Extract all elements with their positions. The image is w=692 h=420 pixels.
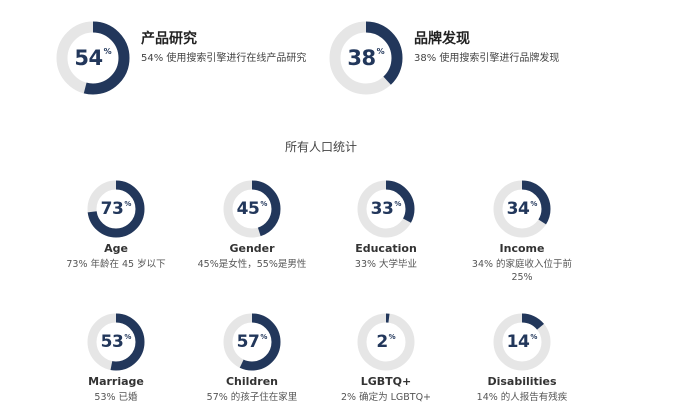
stat-description: 45%是女性，55%是男性: [197, 259, 307, 270]
percent-sign: %: [376, 47, 385, 56]
stat-value: 2: [376, 332, 388, 352]
stat-value: 34: [506, 199, 530, 219]
stat-description: 2% 确定为 LGBTQ+: [340, 392, 432, 403]
donut-arc: [493, 313, 551, 371]
stat-label: Disabilities: [487, 375, 557, 388]
stat-description: 73% 年龄在 45 岁以下: [66, 259, 166, 270]
donut-chart-svg: [223, 313, 281, 371]
donut-arc: [56, 21, 130, 95]
stat-value: 73: [100, 199, 124, 219]
stat-value: 53: [100, 332, 124, 352]
stat-description: 53% 已婚: [94, 392, 138, 403]
demographic-donut: 34%: [493, 180, 551, 238]
demographic-donut: 73%: [87, 180, 145, 238]
demographic-stat-age: 73% Age 73% 年龄在 45 岁以下: [56, 180, 176, 271]
stat-value: 57: [236, 332, 260, 352]
stat-title: 品牌发现: [414, 31, 470, 47]
stat-title: 产品研究: [141, 31, 197, 47]
stat-description: 14% 的人报告有残疾: [476, 392, 568, 403]
stat-description: 54% 使用搜索引擎进行在线产品研究: [141, 53, 307, 64]
demographic-donut: 57%: [223, 313, 281, 371]
stat-value: 45: [236, 199, 260, 219]
donut-arc: [87, 180, 145, 238]
stat-label: Gender: [229, 242, 275, 255]
percent-sign: %: [260, 200, 268, 208]
donut-arc: [223, 313, 281, 371]
donut-chart-svg: [357, 313, 415, 371]
donut-chart-svg: [87, 313, 145, 371]
stat-description: 38% 使用搜索引擎进行品牌发现: [414, 53, 560, 64]
demographic-donut: 53%: [87, 313, 145, 371]
stat-description: 34% 的家庭收入位于前 25%: [471, 259, 573, 283]
donut-brand-discovery: 38%: [328, 20, 404, 96]
donut-arc: [87, 313, 145, 371]
stat-description: 57% 的孩子住在家里: [206, 392, 298, 403]
demographic-stat-disabilities: 14% Disabilities 14% 的人报告有残疾: [462, 313, 582, 404]
donut-chart-svg: [493, 180, 551, 238]
stat-value: 54: [74, 46, 103, 70]
stat-value: 38: [347, 46, 376, 70]
stat-label: Income: [499, 242, 545, 255]
stat-value: 33: [370, 199, 394, 219]
demographic-stat-children: 57% Children 57% 的孩子住在家里: [192, 313, 312, 404]
demographic-stat-income: 34% Income 34% 的家庭收入位于前 25%: [462, 180, 582, 284]
donut-arc: [223, 180, 281, 238]
donut-product-research: 54%: [55, 20, 131, 96]
donut-chart-svg: [357, 180, 415, 238]
percent-sign: %: [124, 200, 132, 208]
percent-sign: %: [394, 200, 402, 208]
demographic-stat-education: 33% Education 33% 大学毕业: [326, 180, 446, 271]
demographic-donut: 33%: [357, 180, 415, 238]
stat-label: Marriage: [88, 375, 144, 388]
demographic-donut: 14%: [493, 313, 551, 371]
donut-arc: [493, 180, 551, 238]
demographic-stat-gender: 45% Gender 45%是女性，55%是男性: [192, 180, 312, 271]
percent-sign: %: [388, 333, 396, 341]
donut-chart-svg: [56, 21, 130, 95]
percent-sign: %: [124, 333, 132, 341]
stat-label: Education: [355, 242, 417, 255]
donut-chart-svg: [223, 180, 281, 238]
stat-label: Children: [225, 375, 279, 388]
donut-arc: [357, 313, 415, 371]
percent-sign: %: [260, 333, 268, 341]
donut-arc: [357, 180, 415, 238]
donut-chart-svg: [493, 313, 551, 371]
percent-sign: %: [103, 47, 112, 56]
donut-chart-svg: [329, 21, 403, 95]
percent-sign: %: [530, 200, 538, 208]
donut-arc: [329, 21, 403, 95]
demographic-donut: 2%: [357, 313, 415, 371]
stat-label: LGBTQ+: [360, 375, 412, 388]
demographic-stat-lgbtq: 2% LGBTQ+ 2% 确定为 LGBTQ+: [326, 313, 446, 404]
percent-sign: %: [530, 333, 538, 341]
donut-chart-svg: [87, 180, 145, 238]
demographic-donut: 45%: [223, 180, 281, 238]
stat-value: 14: [506, 332, 530, 352]
demographic-stat-marriage: 53% Marriage 53% 已婚: [56, 313, 176, 404]
section-title: 所有人口统计: [284, 140, 357, 154]
stat-label: Age: [104, 242, 128, 255]
stat-description: 33% 大学毕业: [354, 259, 418, 270]
